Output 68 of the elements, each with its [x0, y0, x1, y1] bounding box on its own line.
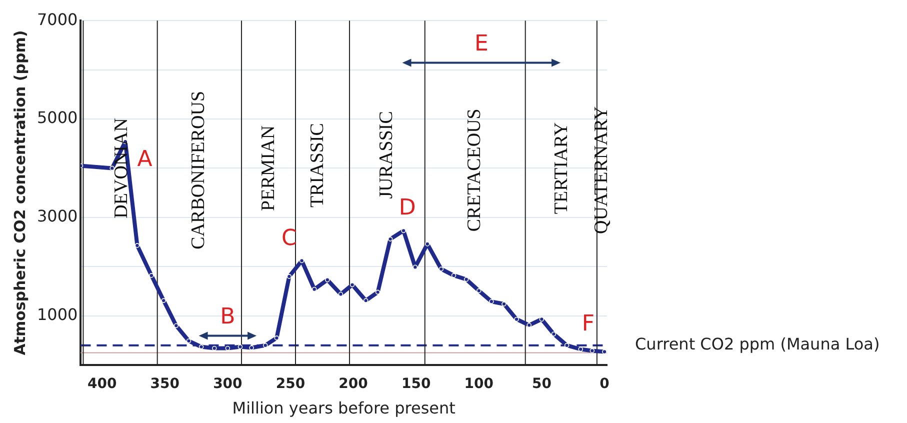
- point: [312, 286, 317, 292]
- annotation: B: [220, 304, 236, 330]
- y-axis-title: Atmospheric CO2 concentration (ppm): [10, 30, 29, 356]
- point: [451, 273, 456, 278]
- point: [401, 228, 406, 234]
- point: [464, 276, 469, 282]
- point: [149, 273, 154, 278]
- point: [238, 344, 243, 350]
- point: [274, 336, 280, 340]
- y-tick-label: 7000: [37, 10, 78, 29]
- annotation: A: [137, 147, 152, 172]
- point: [350, 282, 355, 288]
- x-tick-label: 150: [401, 376, 431, 392]
- x-tick-label: 300: [213, 376, 243, 392]
- annotation: JURASSIC: [376, 111, 398, 199]
- point: [526, 322, 532, 328]
- point: [212, 346, 217, 351]
- point: [174, 323, 179, 328]
- point: [412, 264, 418, 270]
- annotation: E: [474, 31, 488, 56]
- x-tick-label: 100: [464, 376, 494, 392]
- point: [110, 166, 115, 171]
- point: [186, 338, 192, 344]
- point: [388, 236, 393, 242]
- point: [286, 274, 292, 279]
- x-tick-label: 250: [276, 376, 306, 392]
- point: [299, 258, 304, 264]
- annotation: TRIASSIC: [307, 123, 328, 208]
- point: [249, 345, 254, 350]
- point: [198, 344, 204, 350]
- point: [578, 346, 584, 352]
- x-tick-label: 200: [338, 376, 368, 392]
- point: [424, 242, 430, 246]
- annotation: TERTIARY: [550, 122, 572, 214]
- point: [134, 243, 140, 248]
- x-axis-title: Million years before present: [232, 398, 456, 418]
- point: [514, 316, 519, 322]
- point: [161, 298, 166, 303]
- point: [602, 349, 607, 354]
- x-tick-label: 350: [150, 376, 180, 392]
- point: [539, 316, 544, 322]
- point: [338, 292, 344, 297]
- x-tick-label: 400: [87, 376, 117, 392]
- y-tick-label: 1000: [37, 304, 78, 324]
- point: [502, 302, 506, 306]
- annotation: CRETACEOUS: [464, 108, 486, 232]
- point: [551, 332, 556, 336]
- annotation: CARBONIFEROUS: [188, 90, 209, 250]
- x-tick-label: 0: [600, 376, 610, 392]
- annotation: D: [398, 195, 416, 220]
- point: [590, 348, 595, 354]
- point: [375, 290, 380, 295]
- y-tick-label: 5000: [37, 108, 78, 128]
- annotation: QUATERNARY: [590, 106, 612, 234]
- point: [476, 288, 482, 294]
- annotation: DEVONIAN: [111, 118, 132, 218]
- point: [262, 342, 268, 348]
- point: [225, 346, 230, 351]
- annotation: PERMIAN: [258, 125, 280, 211]
- annotation: F: [582, 312, 594, 337]
- point: [564, 342, 570, 348]
- ref-line-label: Current CO2 ppm (Mauna Loa): [635, 334, 880, 354]
- x-tick-label: 50: [532, 376, 552, 392]
- point: [325, 277, 330, 282]
- point: [489, 299, 494, 304]
- y-tick-label: 3000: [37, 206, 78, 226]
- point: [363, 298, 368, 303]
- point: [438, 266, 444, 272]
